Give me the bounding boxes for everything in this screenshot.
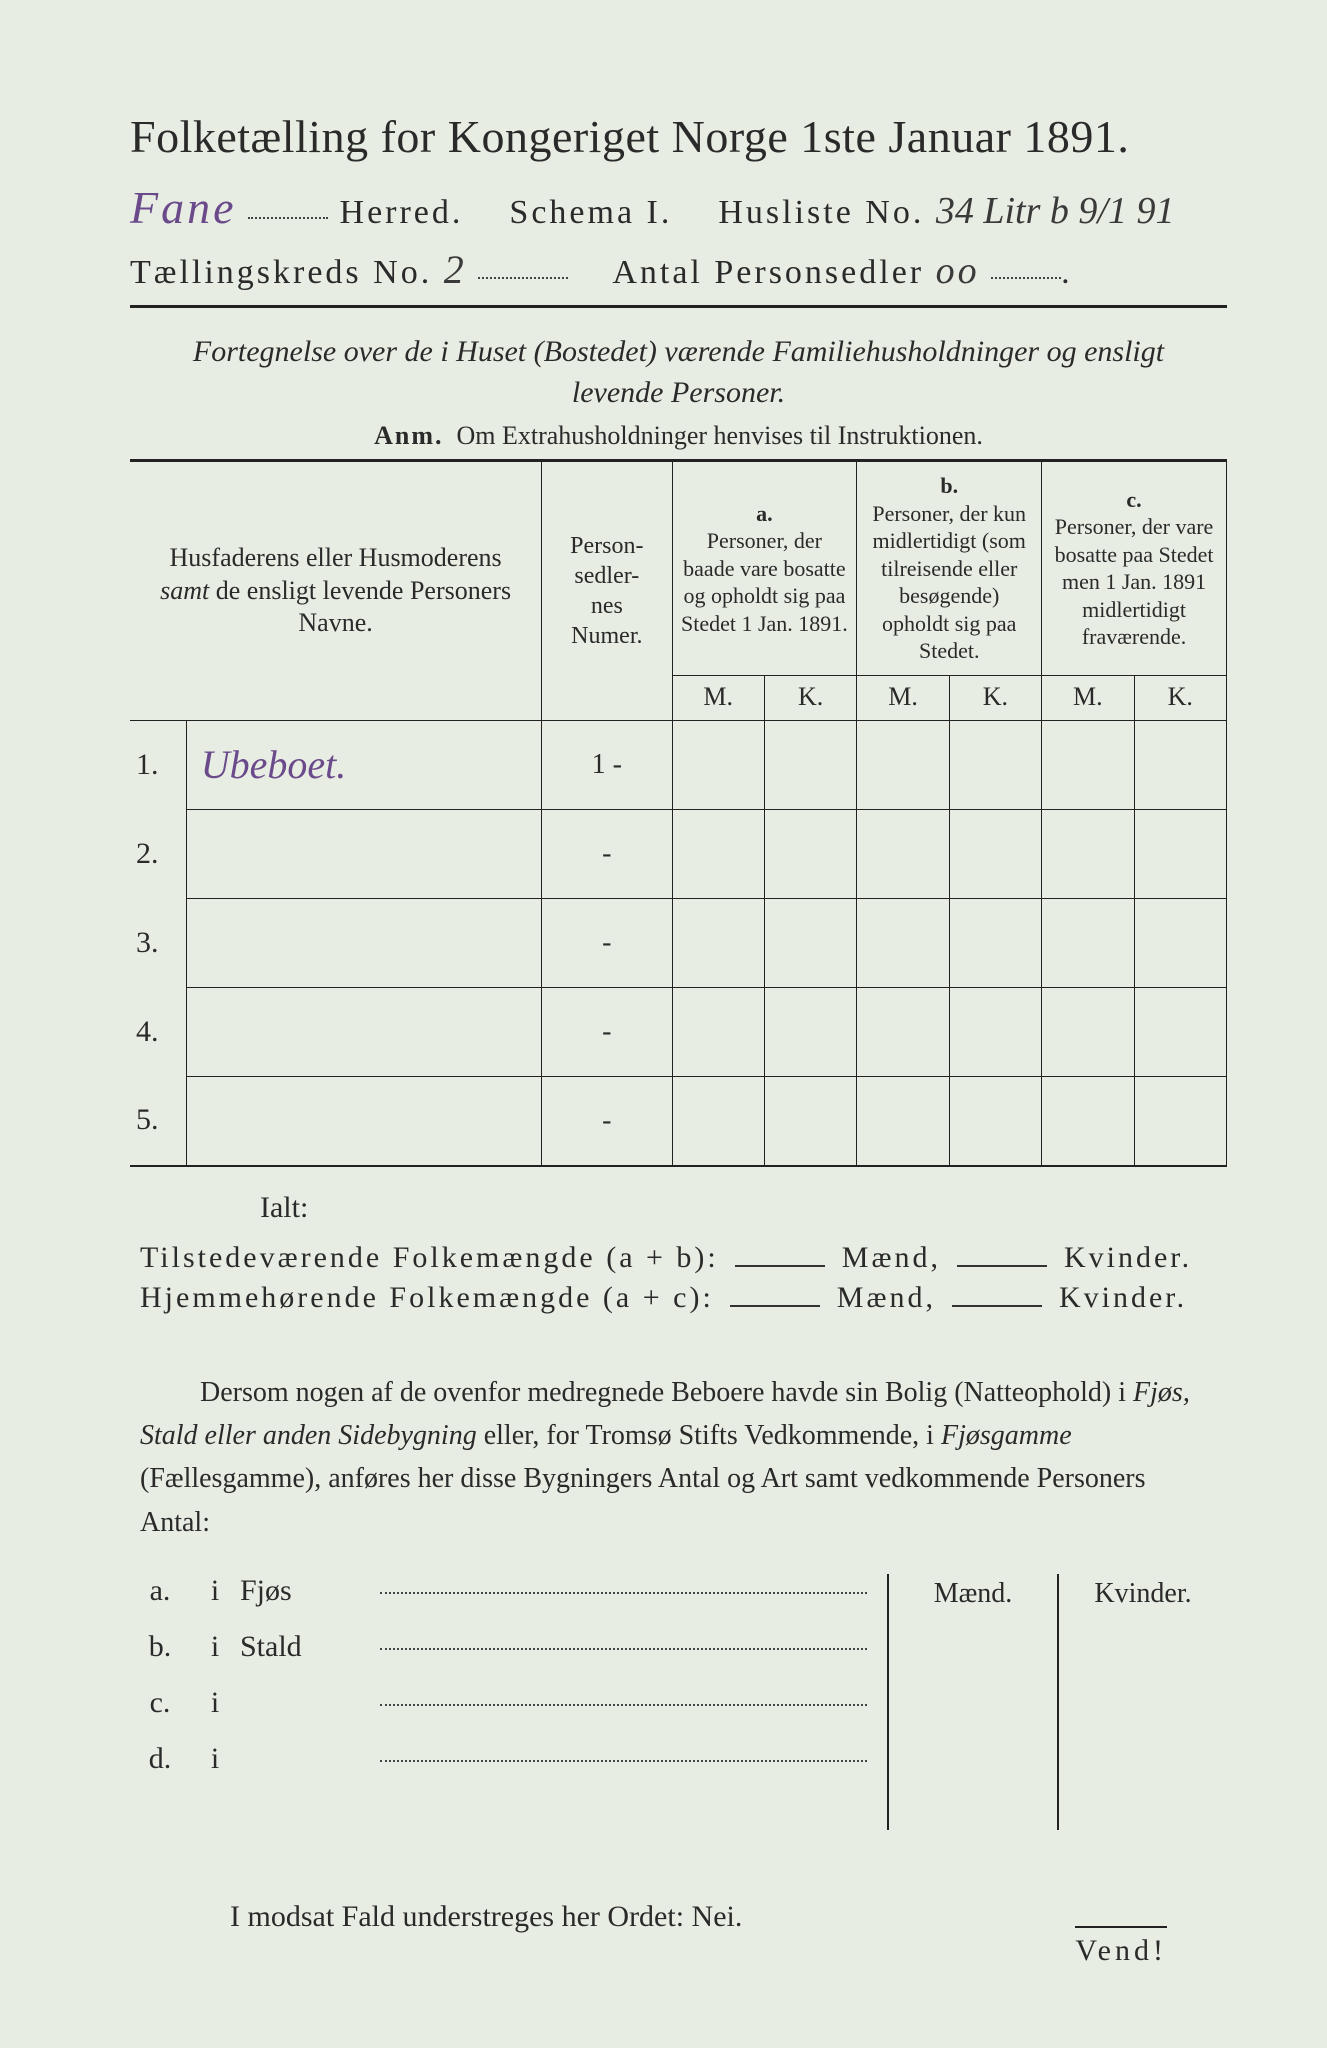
husliste-label: Husliste No. [718,194,924,231]
row-number: 1. [130,720,186,809]
row-number: 5. [130,1076,186,1166]
divider [130,305,1227,308]
header-line-kreds: Tællingskreds No. 2 Antal Personsedler o… [130,246,1227,293]
census-table: Husfaderens eller Husmode­rens samt de e… [130,461,1227,1167]
dotfill [991,277,1061,279]
table-row: 3. - [130,898,1227,987]
col-k: K. [764,675,856,720]
ialt-label: Ialt: [260,1191,1227,1225]
col-k: K. [1134,675,1226,720]
annotation-line: Anm. Om Extrahusholdninger henvises til … [130,421,1227,451]
table-row: 4. - [130,987,1227,1076]
herred-handwritten: Fane [130,182,237,233]
outbuilding-labels: a. i Fjøs b. i Stald c. i d. i [130,1574,887,1798]
page-title: Folketælling for Kongeriget Norge 1ste J… [130,110,1227,163]
col-header-a: a. Personer, der baade vare bosatte og o… [672,462,857,676]
kvinder-header: Kvinder. [1057,1574,1227,1660]
row-name [186,987,541,1076]
out-row: c. i [130,1686,887,1742]
vend-label: Vend! [1075,1926,1167,1968]
out-row: b. i Stald [130,1630,887,1686]
col-m: M. [857,675,949,720]
kvinder-cell [1057,1660,1227,1830]
out-row: a. i Fjøs [130,1574,887,1630]
sum-line-present: Tilstedeværende Folkemængde (a + b): Mæn… [140,1241,1227,1275]
blank-line [730,1305,820,1307]
row-name [186,1076,541,1166]
census-form-page: Folketælling for Kongeriget Norge 1ste J… [0,0,1327,2048]
col-header-numer: Person-sedler-nesNumer. [542,462,672,721]
out-row: d. i [130,1742,887,1798]
schema-label: Schema I. [509,194,672,231]
kreds-handwritten: 2 [444,247,467,292]
dotfill [380,1760,867,1762]
kreds-label: Tællingskreds No. [130,254,432,291]
row-number: 3. [130,898,186,987]
dotfill [248,217,328,219]
col-header-names: Husfaderens eller Husmode­rens samt de e… [130,462,542,721]
table-row: 5. - [130,1076,1227,1166]
row-name: Ubeboet. [201,742,347,787]
col-m: M. [1042,675,1134,720]
row-number: 2. [130,809,186,898]
row-numer: 1 - [542,720,672,809]
maend-header: Mænd. [887,1574,1057,1660]
herred-label: Herred. [340,194,464,231]
col-m: M. [672,675,764,720]
row-name [186,809,541,898]
dotfill [478,277,568,279]
blank-line [957,1265,1047,1267]
antal-handwritten: oo [936,250,980,292]
blank-line [735,1265,825,1267]
col-header-c: c. Personer, der vare bosatte paa Stedet… [1042,462,1227,676]
row-numer: - [542,1076,672,1166]
census-table-body: 1. Ubeboet. 1 - 2. - 3. - 4. - [130,720,1227,1166]
row-number: 4. [130,987,186,1076]
blank-line [952,1305,1042,1307]
husliste-handwritten: 34 Litr b 9/1 91 [936,190,1175,232]
dotfill [380,1704,867,1706]
subtitle: Fortegnelse over de i Huset (Bostedet) v… [190,332,1167,413]
col-header-b: b. Personer, der kun midlertidigt (som t… [857,462,1042,676]
antal-label: Antal Personsedler [612,254,924,291]
dotfill [380,1648,867,1650]
row-name [186,898,541,987]
row-numer: - [542,898,672,987]
table-row: 2. - [130,809,1227,898]
outbuilding-mk: Mænd. Kvinder. [887,1574,1227,1830]
dotfill [380,1592,867,1594]
row-numer: - [542,809,672,898]
header-line-herred: Fane Herred. Schema I. Husliste No. 34 L… [130,181,1227,234]
sum-line-resident: Hjemmehørende Folkemængde (a + c): Mænd,… [140,1281,1227,1315]
col-k: K. [949,675,1041,720]
outbuilding-paragraph: Dersom nogen af de ovenfor medregnede Be… [140,1371,1217,1545]
table-row: 1. Ubeboet. 1 - [130,720,1227,809]
anm-text: Om Extrahusholdninger henvises til Instr… [456,421,982,450]
anm-bold: Anm. [374,421,443,450]
row-numer: - [542,987,672,1076]
maend-cell [887,1660,1057,1830]
outbuilding-table: a. i Fjøs b. i Stald c. i d. i [130,1574,1227,1830]
